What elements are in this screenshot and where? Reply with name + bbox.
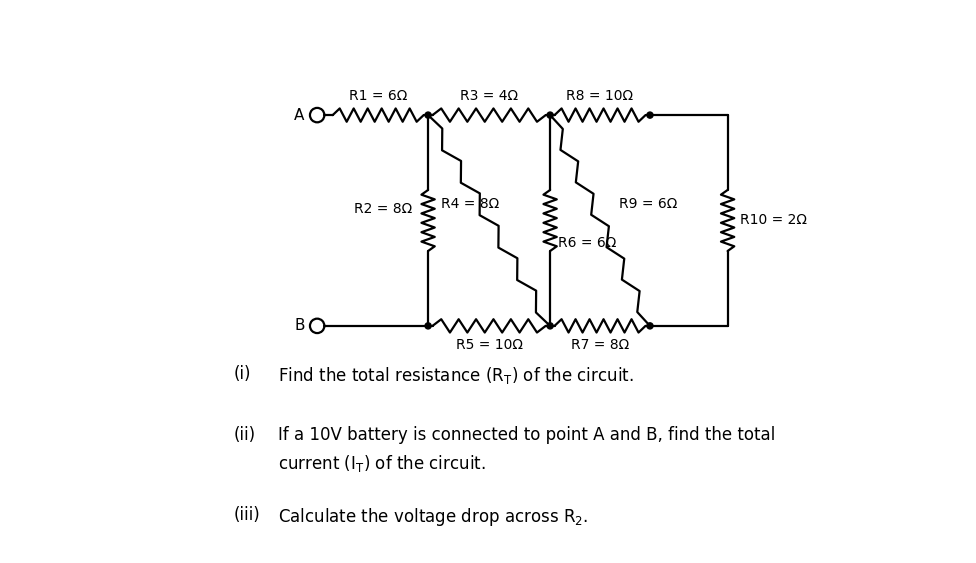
Circle shape (548, 112, 553, 118)
Text: R10 = 2Ω: R10 = 2Ω (740, 213, 807, 227)
Text: R6 = 6Ω: R6 = 6Ω (558, 236, 617, 249)
Text: If a 10V battery is connected to point A and B, find the total: If a 10V battery is connected to point A… (278, 426, 776, 444)
Text: A: A (294, 108, 305, 123)
Text: R2 = 8Ω: R2 = 8Ω (354, 202, 413, 216)
Text: R3 = 4Ω: R3 = 4Ω (460, 89, 518, 103)
Text: R8 = 10Ω: R8 = 10Ω (566, 89, 633, 103)
Circle shape (548, 323, 553, 329)
Text: (i): (i) (234, 365, 252, 383)
Text: current (I$_\mathrm{T}$) of the circuit.: current (I$_\mathrm{T}$) of the circuit. (278, 453, 486, 475)
Text: R1 = 6Ω: R1 = 6Ω (349, 89, 407, 103)
Text: R5 = 10Ω: R5 = 10Ω (456, 338, 522, 352)
Text: B: B (294, 318, 305, 333)
Text: Find the total resistance (R$_\mathrm{T}$) of the circuit.: Find the total resistance (R$_\mathrm{T}… (278, 365, 634, 386)
Circle shape (425, 112, 431, 118)
Text: R9 = 6Ω: R9 = 6Ω (620, 197, 677, 211)
Text: R7 = 8Ω: R7 = 8Ω (571, 338, 630, 352)
Circle shape (647, 323, 653, 329)
Text: (iii): (iii) (234, 506, 261, 524)
Text: (ii): (ii) (234, 426, 256, 444)
Text: Calculate the voltage drop across R$_2$.: Calculate the voltage drop across R$_2$. (278, 506, 589, 528)
Text: R4 = 8Ω: R4 = 8Ω (440, 197, 499, 211)
Circle shape (425, 323, 431, 329)
Circle shape (647, 112, 653, 118)
